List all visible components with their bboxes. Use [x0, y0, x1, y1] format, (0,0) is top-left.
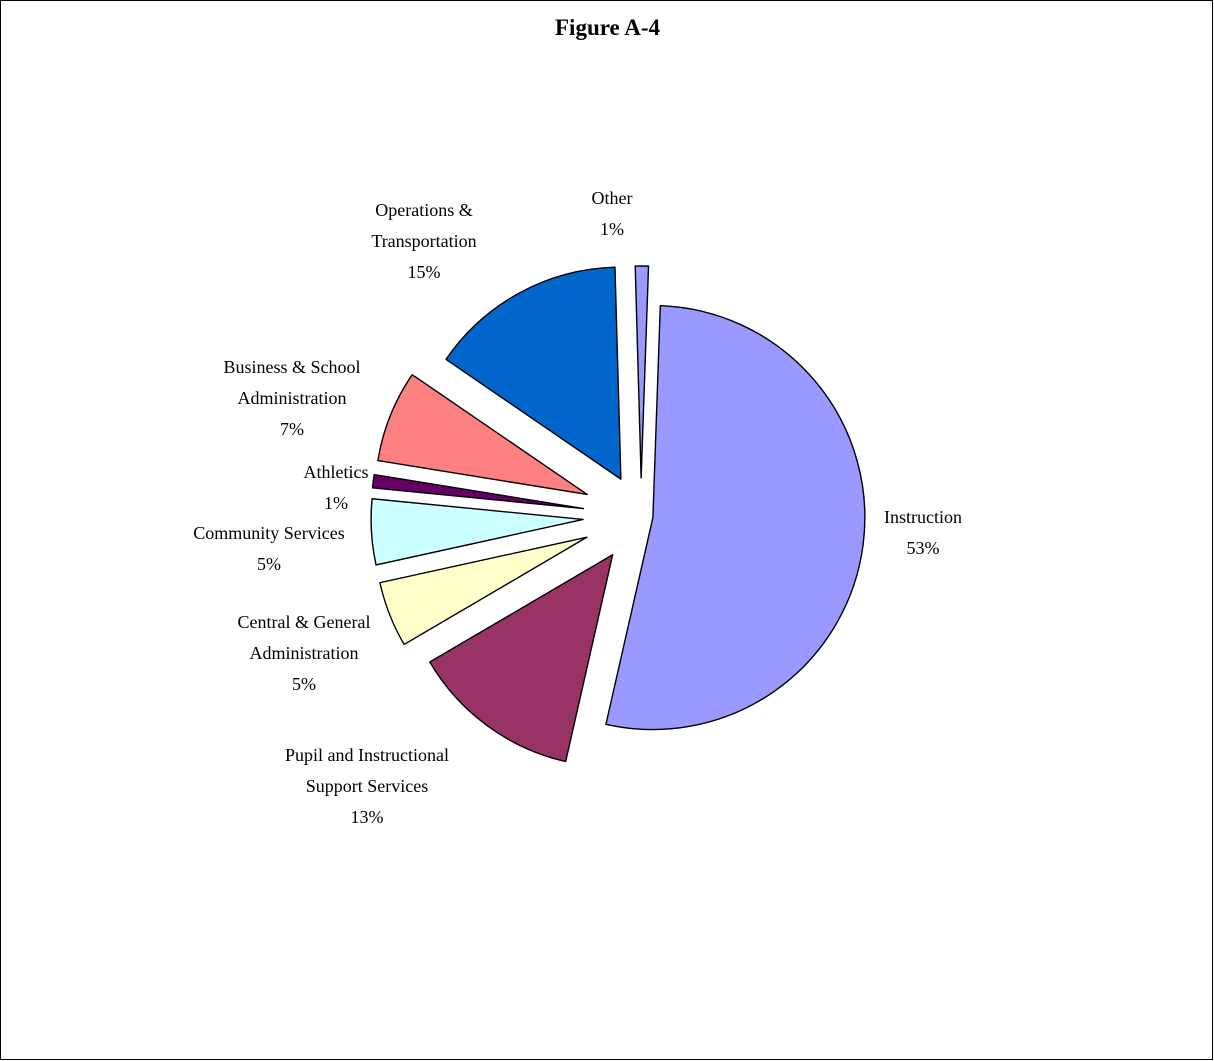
slice-label-2: Central & General Administration 5% [238, 612, 371, 694]
slice-name-line: Operations & [375, 200, 472, 220]
pie-slice-3 [370, 498, 584, 566]
slice-label-4: Athletics 1% [304, 462, 369, 513]
slice-value-label: 15% [408, 262, 441, 282]
slice-name-line: Support Services [306, 776, 428, 796]
slice-name-line: Instruction [884, 507, 962, 527]
slice-label-3: Community Services 5% [193, 523, 345, 574]
slice-name-line: Pupil and Instructional [285, 745, 449, 765]
pie-slice-4 [371, 473, 585, 510]
slice-value-label: 13% [351, 807, 384, 827]
slice-label-7: Other 1% [592, 188, 633, 239]
pie-slice-5 [377, 373, 588, 496]
slice-value-label: 1% [324, 493, 348, 513]
slice-name-line: Athletics [304, 462, 369, 482]
pie-slice-2 [379, 536, 588, 646]
slice-name-line: Administration [250, 643, 359, 663]
pie-slice-0 [605, 304, 866, 731]
slice-name-line: Other [592, 188, 633, 208]
slice-value-label: 1% [600, 219, 624, 239]
slice-value-label: 53% [907, 538, 940, 558]
slice-value-label: 5% [257, 554, 281, 574]
slice-value-label: 7% [280, 419, 304, 439]
chart-title: Figure A-4 [555, 15, 660, 40]
pie-slice-7 [634, 265, 650, 479]
slice-name-line: Central & General [238, 612, 371, 632]
slice-name-line: Transportation [371, 231, 476, 251]
slice-label-5: Business & School Administration 7% [223, 357, 360, 439]
pie-slice-1 [429, 554, 614, 763]
slice-value-label: 5% [292, 674, 316, 694]
slice-name-line: Community Services [193, 523, 345, 543]
slice-name-line: Business & School [223, 357, 360, 377]
slice-label-0: Instruction 53% [884, 507, 962, 558]
pie-slice-6 [445, 266, 622, 480]
slice-name-line: Administration [238, 388, 347, 408]
slice-label-6: Operations & Transportation 15% [371, 200, 476, 282]
slice-label-1: Pupil and Instructional Support Services 1… [285, 745, 449, 827]
